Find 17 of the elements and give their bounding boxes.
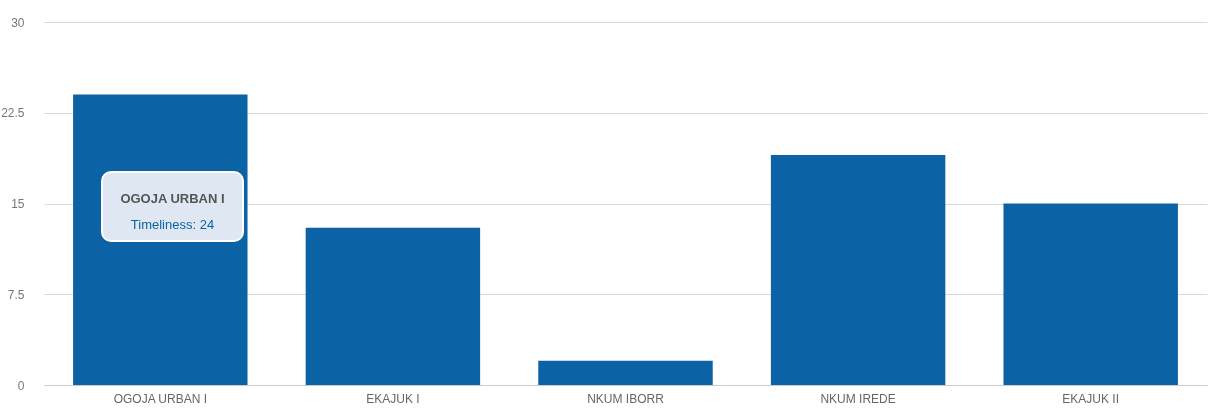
bar xyxy=(1003,203,1178,385)
y-tick-label: 7.5 xyxy=(7,287,25,302)
x-tick-label: NKUM IREDE xyxy=(820,391,896,406)
x-tick-label: OGOJA URBAN I xyxy=(113,391,207,406)
y-tick-label: 0 xyxy=(17,378,25,393)
x-tick-label: EKAJUK I xyxy=(366,391,420,406)
y-tick-label: 30 xyxy=(11,15,25,30)
x-tick-label: EKAJUK II xyxy=(1062,391,1120,406)
y-tick-label: 15 xyxy=(11,197,25,211)
bar xyxy=(770,155,946,385)
bar xyxy=(305,227,481,385)
y-tick-label: 22.5 xyxy=(1,106,25,121)
tooltip-box: OGOJA URBAN I Timeliness: 24 xyxy=(101,171,244,242)
annotation: Timeliness: 24 xyxy=(129,216,216,234)
x-tick-label: NKUM IBORR xyxy=(587,391,665,406)
bar xyxy=(538,360,713,385)
annotation: OGOJA URBAN I xyxy=(119,190,226,208)
